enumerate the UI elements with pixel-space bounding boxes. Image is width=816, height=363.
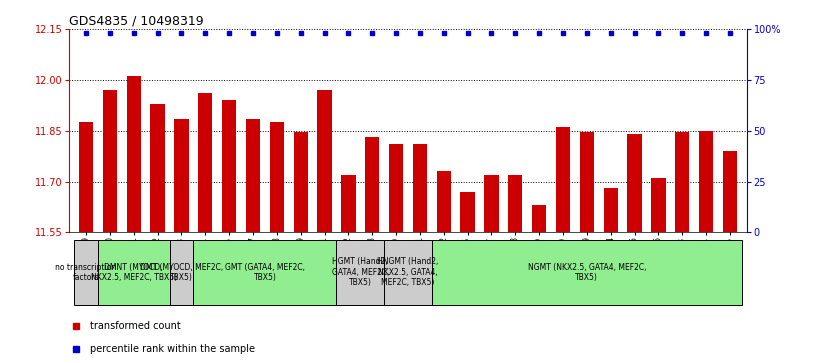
Bar [126,77,141,232]
Bar [723,151,737,232]
Bar [485,175,499,232]
Bar [384,240,432,305]
Text: DMNT (MYOCD,
NKX2.5, MEF2C, TBX5): DMNT (MYOCD, NKX2.5, MEF2C, TBX5) [91,262,177,282]
Bar [336,240,384,305]
Bar [413,144,427,232]
Bar [604,188,618,232]
Bar [341,175,356,232]
Bar [556,127,570,232]
Bar [365,138,379,232]
Bar [269,122,284,232]
Bar [389,144,403,232]
Bar [103,90,117,232]
Text: HNGMT (Hand2,
NKX2.5, GATA4,
MEF2C, TBX5): HNGMT (Hand2, NKX2.5, GATA4, MEF2C, TBX5… [377,257,439,287]
Text: GDS4835 / 10498319: GDS4835 / 10498319 [69,15,204,28]
Bar [222,100,237,232]
Bar [170,240,193,305]
Text: HGMT (Hand2,
GATA4, MEF2C,
TBX5): HGMT (Hand2, GATA4, MEF2C, TBX5) [331,257,389,287]
Bar [317,90,331,232]
Bar [508,175,522,232]
Bar [294,132,308,232]
Bar [74,240,98,305]
Text: GMT (GATA4, MEF2C,
TBX5): GMT (GATA4, MEF2C, TBX5) [225,262,305,282]
Text: no transcription
factors: no transcription factors [55,262,117,282]
Bar [628,134,641,232]
Bar [432,240,742,305]
Bar [699,131,713,232]
Bar [193,240,336,305]
Text: DMT (MYOCD, MEF2C,
TBX5): DMT (MYOCD, MEF2C, TBX5) [140,262,223,282]
Bar [98,240,170,305]
Bar [651,178,666,232]
Bar [532,205,547,232]
Text: NGMT (NKX2.5, GATA4, MEF2C,
TBX5): NGMT (NKX2.5, GATA4, MEF2C, TBX5) [528,262,646,282]
Bar [437,171,451,232]
Text: transformed count: transformed count [90,321,180,331]
Bar [579,132,594,232]
Bar [460,192,475,232]
Text: percentile rank within the sample: percentile rank within the sample [90,344,255,354]
Bar [175,119,188,232]
Bar [675,132,690,232]
Bar [79,122,93,232]
Bar [150,103,165,232]
Bar [198,93,212,232]
Bar [246,119,260,232]
